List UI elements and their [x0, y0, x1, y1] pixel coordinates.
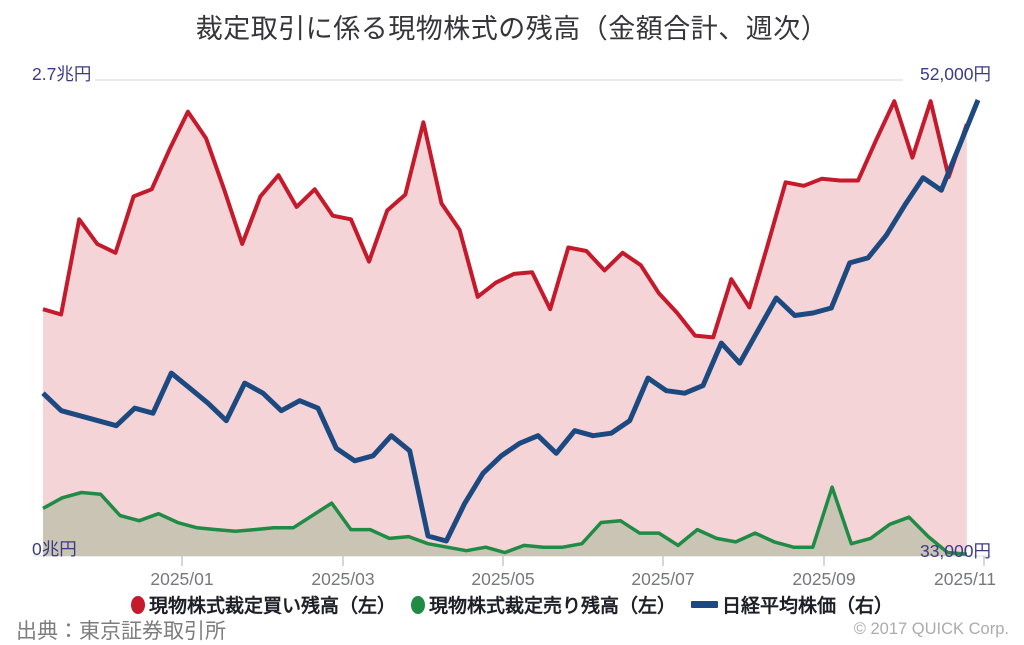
right-axis-min-label: 33,000円	[919, 541, 991, 561]
legend-label-nikkei: 日経平均株価（右）	[722, 596, 894, 617]
x-tick-label-nov: 2025/11	[934, 569, 996, 589]
copyright-note: © 2017 QUICK Corp.	[853, 620, 1009, 638]
x-tick-label-sep: 2025/09	[792, 569, 856, 589]
left-axis-max-label: 2.7兆円	[32, 64, 92, 84]
buy-balance-area	[43, 101, 967, 556]
x-axis-ticks	[181, 556, 985, 566]
x-tick-label-may: 2025/05	[471, 569, 535, 589]
legend-label-sell-balance: 現物株式裁定売り残高（左）	[428, 596, 676, 617]
page-title: 裁定取引に係る現物株式の残高（金額合計、週次）	[195, 14, 829, 44]
nikkei-line	[41, 99, 981, 544]
legend-label-buy-balance: 現物株式裁定買い残高（左）	[148, 596, 396, 617]
source-note: 出典：東京証券取引所	[16, 620, 226, 643]
sell-balance-line	[42, 485, 967, 556]
legend-item-nikkei: 日経平均株価（右）	[691, 591, 893, 618]
sell-balance-area	[43, 487, 967, 556]
right-axis-max-label: 52,000円	[919, 64, 991, 84]
x-tick-label-mar: 2025/03	[311, 569, 375, 589]
x-tick-label-jul: 2025/07	[631, 569, 695, 589]
buy-balance-line	[42, 99, 969, 340]
green-dot-icon	[410, 595, 425, 614]
legend: 現物株式裁定買い残高（左） 現物株式裁定売り残高（左） 日経平均株価（右）	[0, 591, 1024, 618]
legend-item-sell-balance: 現物株式裁定売り残高（左）	[410, 591, 676, 618]
blue-line-icon	[691, 601, 718, 608]
legend-item-buy-balance: 現物株式裁定買い残高（左）	[130, 591, 396, 618]
left-axis-min-label: 0兆円	[32, 539, 77, 559]
red-dot-icon	[130, 595, 145, 614]
x-tick-label-jan: 2025/01	[150, 569, 214, 589]
